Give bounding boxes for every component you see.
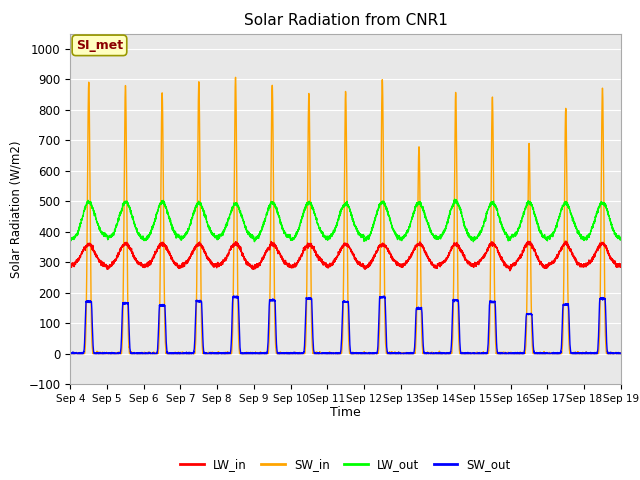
SW_out xyxy=(439,351,447,357)
LW_in xyxy=(67,262,74,267)
SW_out xyxy=(325,350,333,356)
LW_out xyxy=(67,236,74,241)
Line: LW_out: LW_out xyxy=(70,199,621,242)
LW_in xyxy=(617,264,625,270)
LW_in xyxy=(616,264,624,270)
SW_out xyxy=(617,351,625,357)
Legend: LW_in, SW_in, LW_out, SW_out: LW_in, SW_in, LW_out, SW_out xyxy=(175,454,516,476)
SW_out xyxy=(67,350,74,356)
SW_in xyxy=(439,350,447,356)
LW_in xyxy=(561,238,569,244)
LW_in xyxy=(506,268,514,274)
SW_in xyxy=(67,351,74,357)
LW_out xyxy=(617,237,625,243)
Title: Solar Radiation from CNR1: Solar Radiation from CNR1 xyxy=(244,13,447,28)
SW_out xyxy=(380,293,388,299)
SW_in xyxy=(232,74,239,80)
LW_out xyxy=(166,214,173,220)
LW_in xyxy=(500,259,508,265)
LW_in xyxy=(325,263,333,269)
SW_out xyxy=(469,351,477,357)
Y-axis label: Solar Radiation (W/m2): Solar Radiation (W/m2) xyxy=(10,140,23,277)
SW_in xyxy=(617,351,625,357)
SW_in xyxy=(469,351,477,357)
LW_out xyxy=(616,234,624,240)
Line: SW_in: SW_in xyxy=(70,77,621,354)
LW_in xyxy=(438,261,446,267)
Text: SI_met: SI_met xyxy=(76,39,123,52)
SW_out xyxy=(500,351,508,357)
X-axis label: Time: Time xyxy=(330,407,361,420)
LW_out xyxy=(451,196,458,202)
LW_out xyxy=(470,239,477,245)
SW_in xyxy=(166,351,173,357)
SW_in xyxy=(67,350,74,356)
Line: SW_out: SW_out xyxy=(70,296,621,354)
LW_out xyxy=(325,235,333,241)
SW_out xyxy=(616,350,624,356)
SW_out xyxy=(166,351,173,357)
SW_in xyxy=(616,350,624,356)
LW_out xyxy=(438,231,446,237)
LW_out xyxy=(500,229,508,235)
SW_in xyxy=(325,351,333,357)
SW_out xyxy=(67,351,74,357)
SW_in xyxy=(500,351,508,357)
LW_in xyxy=(166,252,173,257)
LW_out xyxy=(469,236,477,241)
LW_in xyxy=(469,261,477,266)
Line: LW_in: LW_in xyxy=(70,241,621,271)
